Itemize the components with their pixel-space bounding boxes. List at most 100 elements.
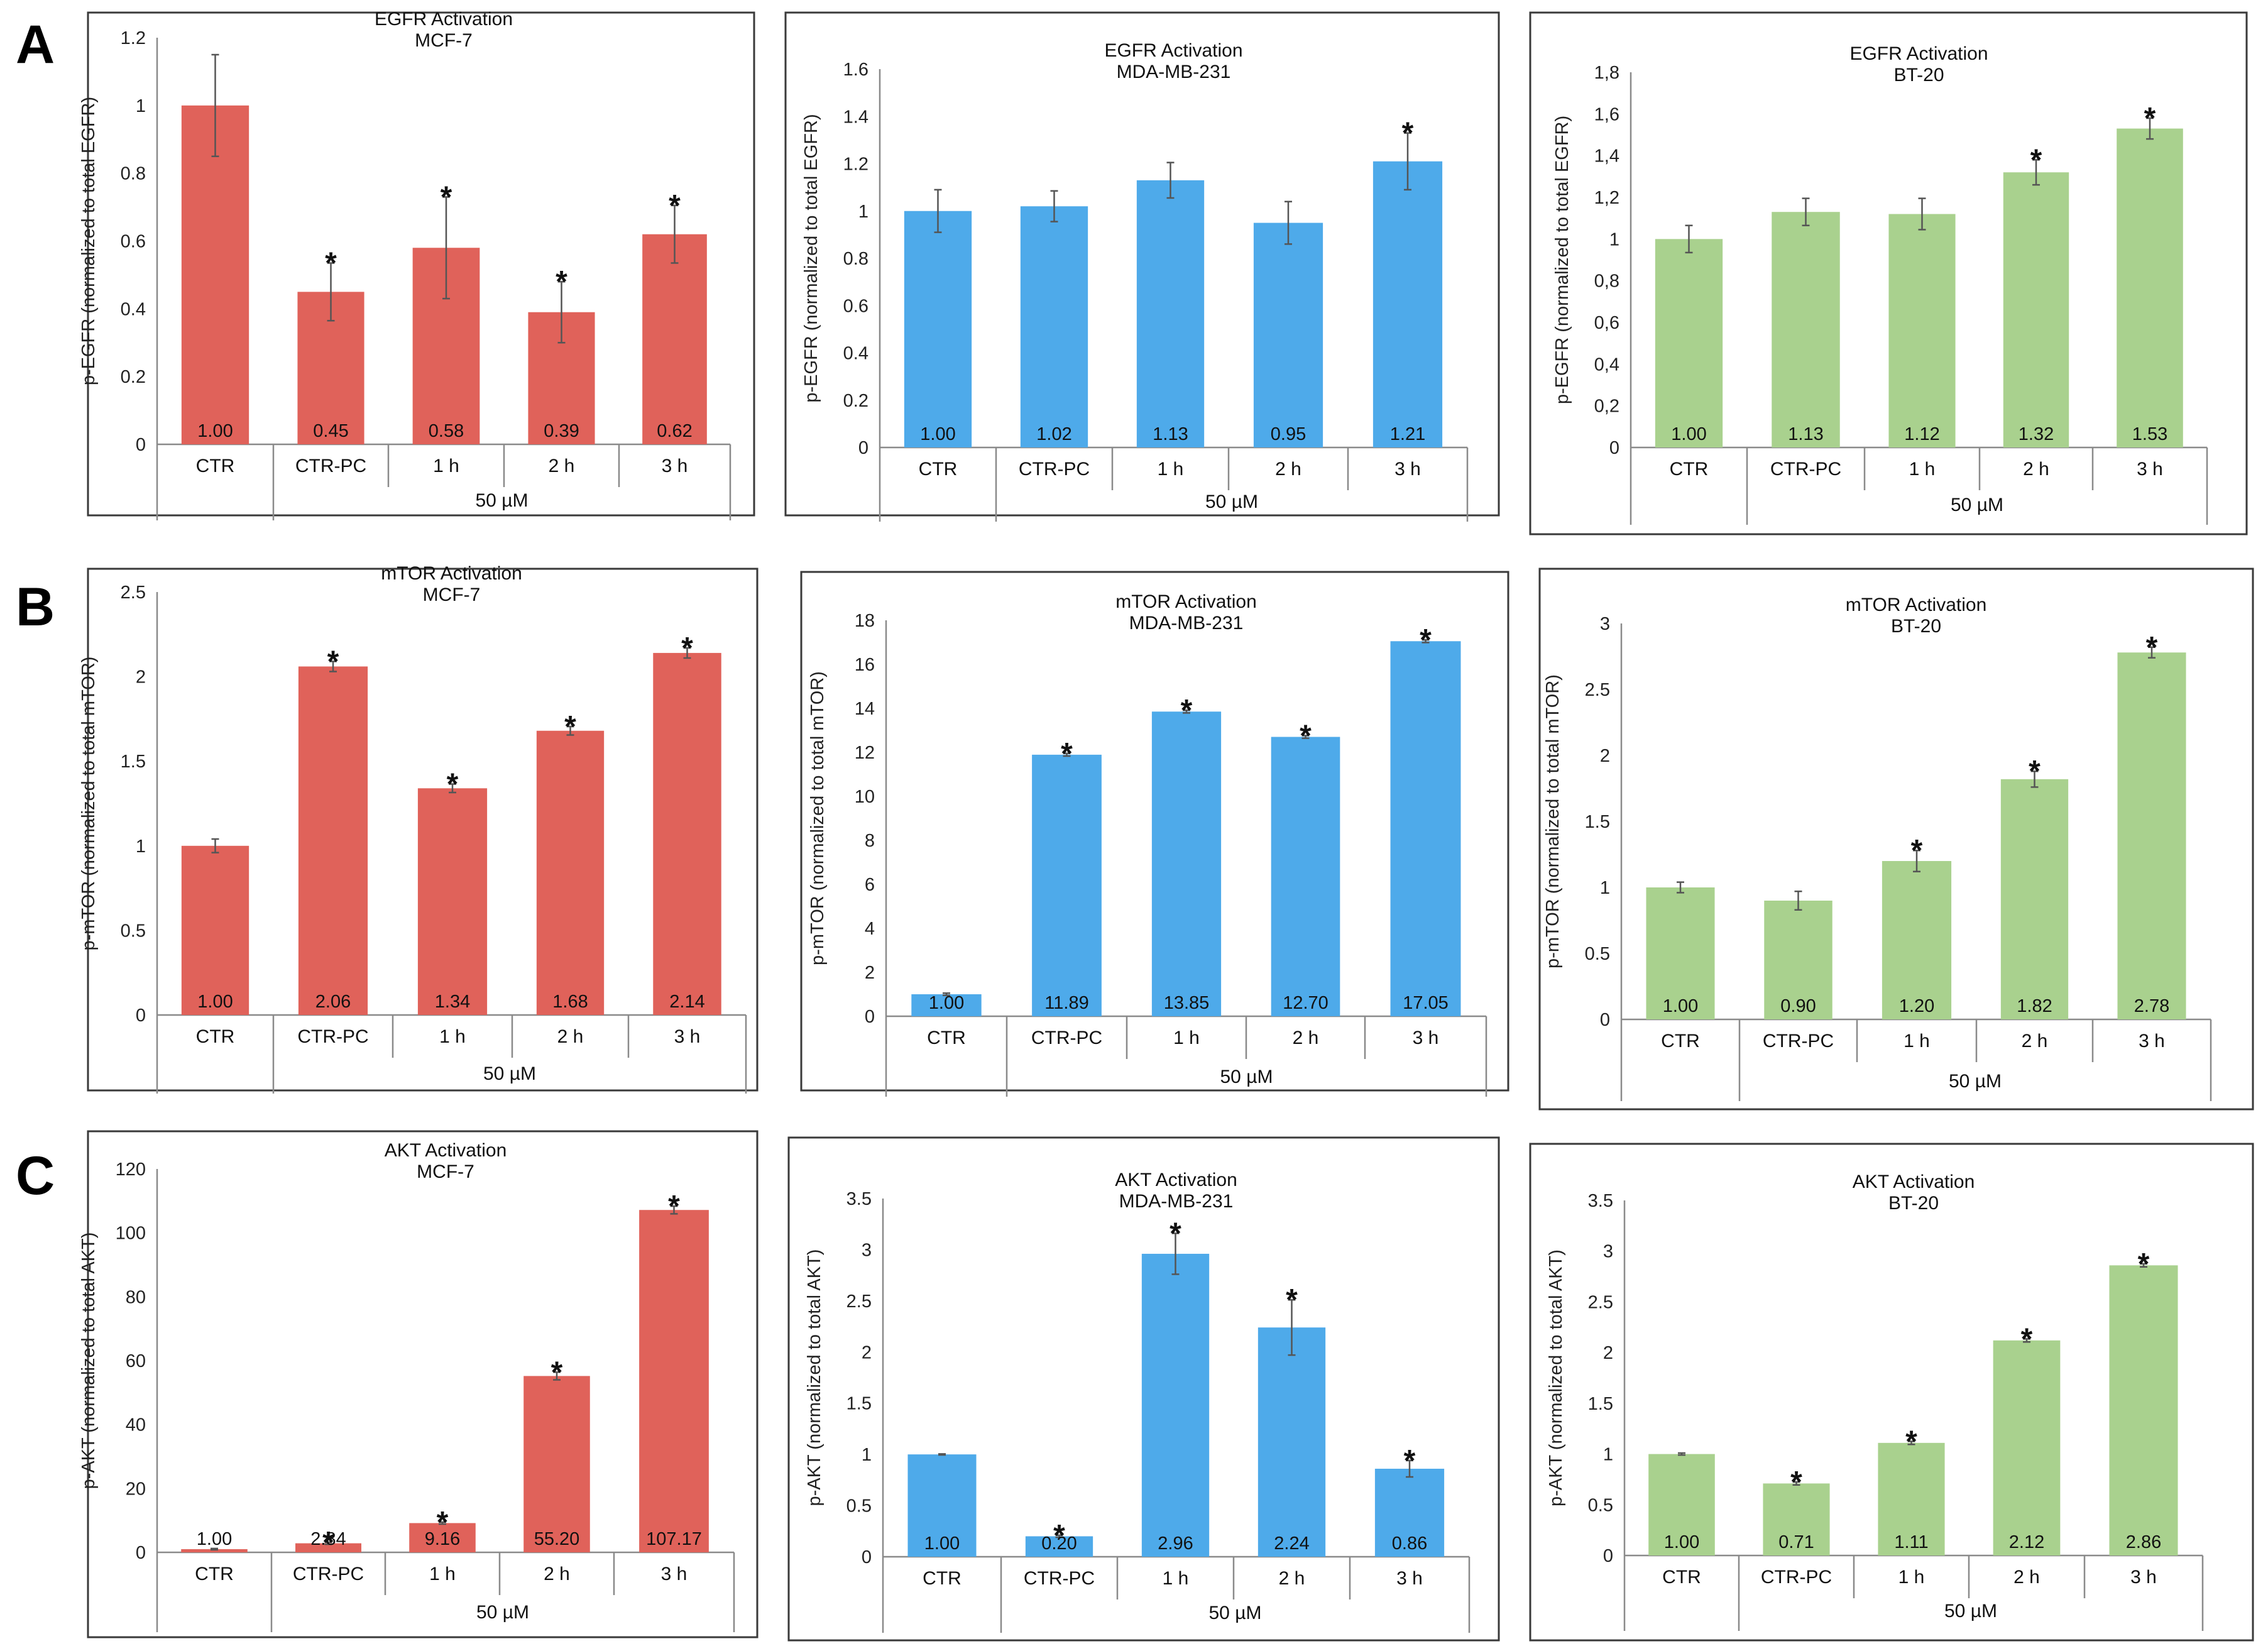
y-tick-label: 2.5	[846, 1292, 872, 1312]
group-label: 50 µM	[476, 1602, 529, 1623]
chart-subtitle: BT-20	[1888, 1193, 1939, 1214]
data-label: 1.34	[435, 992, 470, 1012]
y-tick-label: 1.2	[121, 28, 146, 48]
data-label: 1.32	[2019, 424, 2054, 444]
significance-star: *	[669, 189, 681, 222]
category-label: CTR-PC	[293, 1564, 364, 1584]
y-tick-label: 1.5	[1588, 1394, 1613, 1414]
bar	[639, 1210, 709, 1552]
bar	[907, 1454, 977, 1557]
y-tick-label: 2.5	[1588, 1292, 1613, 1312]
y-tick-label: 0.2	[843, 391, 868, 411]
bar	[642, 234, 707, 444]
category-label: 2 h	[557, 1026, 584, 1047]
y-axis-label: p-EGFR (normalized to total EGFR)	[801, 114, 821, 402]
data-label: 0.71	[1778, 1532, 1814, 1552]
significance-star: *	[1300, 719, 1312, 752]
category-label: 1 h	[429, 1564, 456, 1584]
data-label: 12.70	[1283, 993, 1328, 1013]
category-label: 3 h	[2137, 459, 2163, 480]
chart-title: AKT Activation	[1853, 1171, 1975, 1192]
group-label: 50 µM	[483, 1063, 536, 1084]
y-tick-label: 0.8	[843, 249, 868, 269]
category-label: 2 h	[1275, 459, 1301, 480]
chart-subtitle: MDA-MB-231	[1129, 613, 1244, 634]
y-tick-label: 0	[865, 1007, 875, 1027]
error-bar	[1677, 881, 1684, 894]
category-label: 3 h	[674, 1026, 701, 1047]
error-bar	[1301, 735, 1310, 739]
data-label: 1.21	[1390, 424, 1425, 444]
bar	[1993, 1340, 2061, 1555]
y-tick-label: 0	[858, 438, 868, 458]
significance-star: *	[325, 247, 337, 280]
y-tick-label: 20	[126, 1479, 146, 1499]
error-bar	[1918, 197, 1926, 231]
error-bar	[2032, 159, 2040, 186]
significance-star: *	[1286, 1283, 1298, 1317]
chart-title: AKT Activation	[385, 1140, 507, 1161]
chart-subtitle: BT-20	[1891, 616, 1941, 637]
error-bar	[1678, 1452, 1685, 1456]
group-label: 50 µM	[1951, 495, 2003, 515]
data-label: 0.95	[1271, 424, 1306, 444]
bar	[1025, 1536, 1093, 1557]
bar	[2003, 172, 2069, 447]
chart-subtitle: MCF-7	[417, 1161, 474, 1182]
category-label: CTR-PC	[1024, 1568, 1095, 1589]
category-label: CTR-PC	[297, 1026, 368, 1047]
y-tick-label: 1.5	[1585, 812, 1610, 832]
y-tick-label: 2.5	[1585, 680, 1610, 700]
error-bar	[1802, 197, 1810, 227]
significance-star: *	[322, 1526, 334, 1559]
group-label: 50 µM	[476, 490, 529, 511]
bar	[2117, 128, 2183, 448]
data-label: 1.20	[1899, 996, 1934, 1016]
panel-letter: C	[16, 1146, 55, 1206]
category-label: CTR	[196, 456, 235, 476]
data-label: 1.11	[1894, 1532, 1928, 1552]
data-label: 0.62	[657, 421, 692, 441]
error-bar	[1055, 1534, 1063, 1539]
bar	[1141, 1253, 1210, 1557]
bar	[1253, 222, 1323, 447]
category-label: 3 h	[1413, 1028, 1439, 1048]
bar	[1764, 901, 1832, 1019]
data-label: 1.00	[1671, 424, 1706, 444]
y-tick-label: 1	[136, 837, 146, 857]
significance-star: *	[1181, 694, 1193, 727]
category-label: 1 h	[1163, 1568, 1189, 1589]
bar	[904, 211, 972, 447]
error-bar	[211, 53, 219, 157]
y-tick-label: 2	[1600, 746, 1610, 766]
category-label: 1 h	[1173, 1028, 1200, 1048]
y-tick-label: 0	[1600, 1010, 1610, 1030]
error-bar	[934, 189, 942, 233]
data-label: 1.00	[197, 992, 233, 1012]
significance-star: *	[1170, 1217, 1181, 1250]
group-label: 50 µM	[1220, 1067, 1273, 1087]
category-label: 1 h	[1904, 1031, 1930, 1051]
bar	[1878, 1442, 1945, 1555]
y-axis-label: p-AKT (normalized to total AKT)	[804, 1249, 824, 1506]
category-label: 1 h	[433, 456, 459, 476]
y-tick-label: 0	[136, 435, 146, 455]
y-tick-label: 0.5	[1588, 1495, 1613, 1515]
y-tick-label: 2	[136, 667, 146, 688]
error-bar	[1288, 1298, 1296, 1356]
error-bar	[329, 661, 337, 672]
bar	[1032, 754, 1102, 1016]
significance-star: *	[447, 768, 459, 801]
bar	[1257, 1327, 1326, 1557]
group-label: 50 µM	[1209, 1603, 1262, 1623]
error-bar	[553, 1371, 561, 1381]
category-label: 3 h	[1396, 1568, 1423, 1589]
y-tick-label: 3	[1600, 614, 1610, 634]
y-tick-label: 1	[862, 1445, 872, 1465]
y-tick-label: 10	[855, 787, 875, 807]
significance-star: *	[564, 710, 576, 743]
chart-title: mTOR Activation	[1115, 591, 1257, 612]
